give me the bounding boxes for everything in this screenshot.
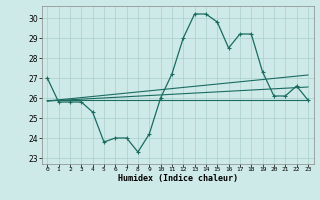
X-axis label: Humidex (Indice chaleur): Humidex (Indice chaleur) — [118, 174, 237, 183]
